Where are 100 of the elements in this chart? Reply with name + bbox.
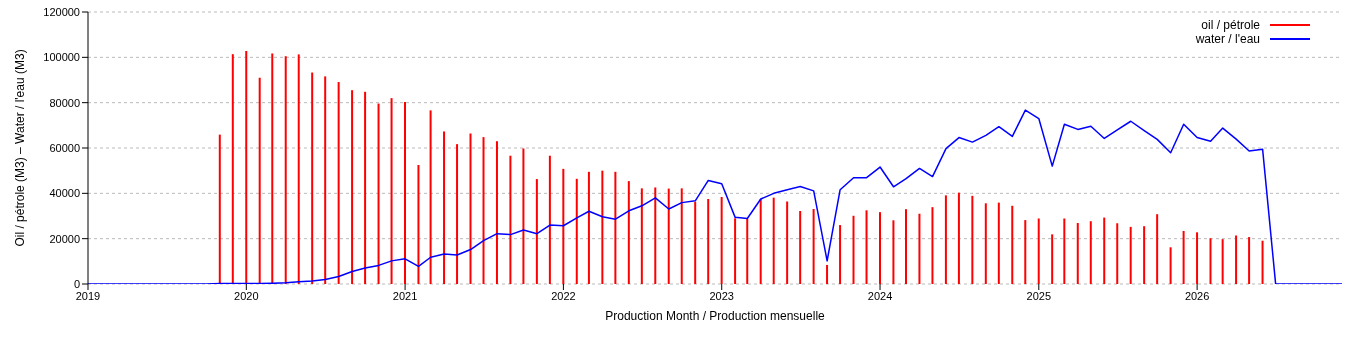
bar: [694, 201, 697, 284]
bar: [997, 202, 1000, 284]
bar: [1196, 232, 1199, 284]
bar: [324, 76, 327, 284]
bar: [957, 192, 960, 284]
x-tick-label: 2021: [392, 289, 418, 302]
bar: [734, 218, 737, 284]
bar: [351, 90, 354, 284]
bar: [627, 181, 630, 284]
bar: [1235, 235, 1238, 284]
bar: [1209, 238, 1212, 284]
bar: [944, 195, 947, 284]
bar: [469, 133, 472, 284]
bar: [390, 98, 393, 284]
bar: [231, 54, 234, 284]
bar: [772, 197, 775, 284]
bar: [1129, 226, 1132, 284]
x-axis-title: Production Month / Production mensuelle: [605, 309, 826, 323]
bar: [865, 210, 868, 284]
bar: [548, 155, 551, 284]
bar: [799, 211, 802, 284]
bar: [1156, 214, 1159, 284]
x-tick-label: 2022: [551, 289, 576, 302]
bar: [337, 82, 340, 284]
bar: [1248, 237, 1251, 284]
bar: [258, 77, 261, 284]
bar: [1221, 239, 1224, 284]
x-tick-label: 2023: [709, 289, 734, 302]
y-tick-label: 20000: [49, 232, 80, 245]
bar: [1011, 205, 1014, 284]
bar: [245, 50, 248, 284]
y-tick-label: 60000: [49, 141, 80, 154]
y-tick-label: 100000: [43, 51, 80, 64]
x-tick-label: 2026: [1184, 289, 1210, 302]
bar: [364, 91, 367, 284]
bar: [271, 53, 274, 284]
bar: [654, 187, 657, 284]
bar: [495, 141, 498, 284]
bar: [535, 179, 538, 284]
bar: [284, 56, 287, 284]
bar: [562, 168, 565, 284]
bar: [218, 134, 221, 284]
bar: [878, 212, 881, 284]
bar: [601, 170, 604, 284]
bar: [1051, 234, 1054, 284]
x-tick-label: 2024: [867, 289, 893, 302]
bar: [522, 148, 525, 284]
bar: [680, 188, 683, 284]
bar: [931, 207, 934, 284]
bar: [667, 188, 670, 284]
x-tick-label: 2025: [1026, 289, 1052, 302]
bar: [971, 195, 974, 284]
bar: [1063, 218, 1066, 284]
bar: [575, 178, 578, 284]
bar: [417, 165, 420, 284]
bar: [1037, 218, 1040, 284]
bar: [297, 54, 300, 284]
bar: [1103, 217, 1106, 284]
bar: [614, 171, 617, 284]
bar: [429, 110, 432, 284]
bar: [812, 208, 815, 284]
line-series: [88, 109, 1342, 284]
bar: [826, 264, 829, 284]
bar: [759, 199, 762, 284]
bar: [1024, 220, 1027, 284]
legend-label: water / l'eau: [1195, 32, 1260, 46]
bar: [482, 137, 485, 284]
bar: [918, 213, 921, 284]
bar: [587, 171, 590, 284]
y-tick-label: 40000: [49, 187, 80, 200]
bar: [1076, 223, 1079, 284]
legend-label: oil / pétrole: [1201, 18, 1260, 32]
bar: [311, 72, 314, 284]
bar: [984, 203, 987, 284]
bar: [640, 188, 643, 284]
x-tick-label: 2019: [75, 289, 101, 302]
bar: [377, 103, 380, 284]
bar: [839, 225, 842, 284]
bar: [456, 144, 459, 284]
bar: [1182, 230, 1185, 284]
x-tick-label: 2020: [234, 289, 259, 302]
bar: [786, 201, 789, 284]
bar: [1143, 226, 1146, 284]
y-tick-label: 80000: [49, 96, 80, 109]
bar: [746, 218, 749, 284]
bar: [1261, 240, 1264, 284]
bar: [720, 196, 723, 284]
bar: [1116, 223, 1119, 284]
y-axis-title: Oil / pétrole (M3) – Water / l'eau (M3): [13, 49, 28, 247]
bar: [443, 131, 446, 284]
bar: [404, 101, 407, 284]
y-tick-label: 120000: [43, 5, 80, 18]
bar: [892, 220, 895, 284]
bar: [852, 215, 855, 284]
bar: [707, 199, 710, 284]
bar: [509, 155, 512, 284]
bar: [1169, 247, 1172, 284]
y-tick-label: 0: [73, 277, 80, 290]
bar: [1089, 221, 1092, 284]
bar: [905, 209, 907, 284]
